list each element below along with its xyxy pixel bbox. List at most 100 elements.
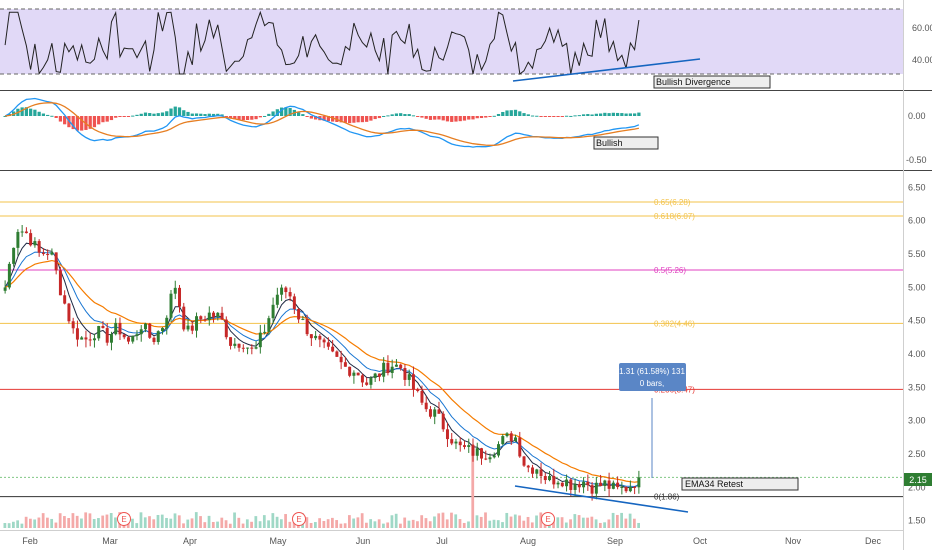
macd-histogram-bar	[360, 116, 365, 123]
macd-histogram-bar	[46, 114, 50, 116]
macd-histogram-bar	[211, 113, 216, 116]
macd-histogram-bar	[365, 116, 369, 122]
candle-body	[420, 391, 424, 403]
candle-body	[50, 252, 54, 255]
macd-histogram-bar	[228, 116, 233, 119]
volume-bar	[386, 522, 390, 528]
macd-histogram-bar	[518, 111, 522, 116]
volume-bar	[135, 523, 139, 528]
volume-bar	[24, 516, 28, 528]
candle-body	[390, 366, 394, 373]
macd-histogram-bar	[458, 116, 462, 122]
volume-bar	[573, 514, 577, 528]
candle-body	[399, 364, 403, 369]
candle-body	[437, 409, 441, 414]
macd-histogram-bar	[169, 108, 173, 116]
macd-histogram-bar	[182, 110, 186, 116]
candle-body	[3, 287, 7, 291]
volume-bar	[233, 512, 236, 528]
volume-bar	[594, 519, 598, 528]
candle-body	[75, 328, 79, 340]
candle-body	[46, 254, 50, 256]
price-annotation-text: EMA34 Retest	[685, 479, 744, 489]
rsi-annotation-box	[653, 75, 771, 89]
candle-body	[229, 337, 233, 346]
candle-body	[348, 366, 352, 376]
price-axis-label: 3.50	[908, 382, 926, 392]
candle-body	[118, 322, 122, 335]
ema34-line	[4, 259, 639, 483]
volume-bar	[416, 521, 419, 528]
earnings-marker	[541, 512, 555, 526]
volume-bar	[220, 517, 224, 528]
volume-bar	[522, 520, 526, 528]
macd-histogram-bar	[577, 115, 581, 117]
macd-histogram-bar	[590, 114, 594, 116]
candle-body	[250, 347, 254, 349]
volume-bar	[581, 517, 585, 528]
macd-histogram-bar	[471, 116, 475, 120]
volume-bar	[241, 523, 245, 528]
volume-bar	[505, 512, 509, 528]
volume-bar	[484, 512, 487, 528]
candle-body	[92, 338, 96, 341]
candle-body	[343, 362, 347, 367]
macd-histogram-bar	[505, 110, 509, 116]
volume-bar	[97, 518, 100, 528]
macd-histogram-bar	[301, 114, 305, 116]
candle-body	[58, 270, 62, 296]
volume-bar	[560, 517, 564, 528]
macd-histogram-bar	[428, 116, 433, 120]
volume-bar	[41, 513, 45, 528]
volume-bar	[535, 515, 538, 528]
macd-histogram-bar	[267, 113, 271, 116]
candle-body	[382, 362, 386, 377]
candle-body	[450, 439, 454, 444]
price-axis-label: 1.50	[908, 516, 926, 526]
candle-body	[454, 441, 458, 444]
candle-body	[288, 292, 292, 297]
macd-histogram-bar	[288, 107, 292, 116]
volume-bar	[228, 523, 232, 528]
macd-histogram-bar	[122, 116, 126, 117]
volume-bar	[105, 514, 109, 528]
macd-histogram-bar	[207, 113, 211, 116]
macd-annotation-box	[593, 136, 659, 150]
volume-bar	[437, 513, 441, 528]
candle-body	[135, 334, 139, 336]
macd-histogram-bar	[177, 107, 182, 116]
candle-body	[275, 294, 279, 305]
candle-body	[569, 479, 573, 490]
volume-bar	[237, 517, 241, 528]
candle-body	[241, 347, 245, 349]
volume-bar	[458, 519, 462, 528]
candle-body	[33, 241, 37, 246]
macd-histogram-bar	[496, 113, 501, 116]
macd-histogram-bar	[539, 116, 543, 117]
rsi-panel[interactable]: Bullish Divergence 60.00 40.00	[0, 8, 932, 89]
volume-bar	[530, 522, 534, 528]
time-axis-label: Oct	[693, 536, 708, 546]
volume-bar	[143, 517, 147, 528]
macd-histogram-bar	[488, 116, 492, 117]
price-axis-label: 2.50	[908, 449, 926, 459]
macd-histogram-bar	[416, 116, 420, 117]
candle-body	[246, 347, 250, 349]
macd-histogram-bar	[407, 114, 411, 116]
volume-bar	[318, 518, 321, 528]
macd-histogram-bar	[114, 116, 118, 118]
volume-bar	[428, 521, 432, 528]
candle-body	[531, 467, 535, 474]
macd-signal-line	[5, 102, 640, 146]
candle-body	[360, 375, 364, 383]
candles	[3, 225, 641, 501]
price-panel[interactable]: 0.65(6.28) 0.618(6.07) 0.5(5.26) 0.382(4.46…	[0, 182, 932, 528]
macd-panel[interactable]: Bullish 0.00 -0.50	[3, 97, 927, 166]
volume-bar	[37, 517, 41, 528]
macd-histogram-bar	[586, 114, 590, 116]
volume-bar	[46, 517, 49, 528]
candle-body	[505, 433, 509, 437]
macd-histogram-bar	[75, 116, 80, 131]
